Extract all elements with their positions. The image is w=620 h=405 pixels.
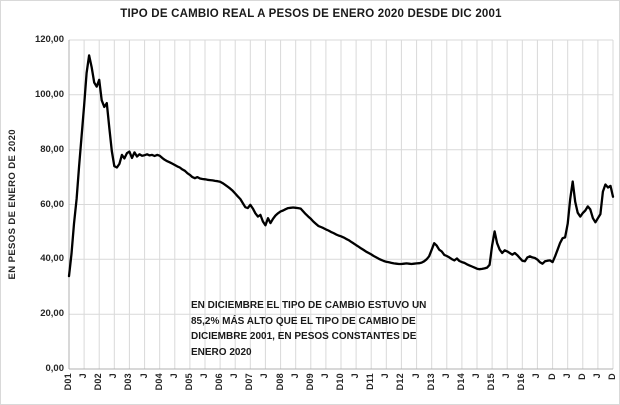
x-tick-label: J xyxy=(561,373,572,379)
x-tick-label: J xyxy=(591,373,602,379)
y-tick-label: 40,00 xyxy=(40,253,64,265)
chart-title: TIPO DE CAMBIO REAL A PESOS DE ENERO 202… xyxy=(120,8,502,20)
x-tick-label: D01 xyxy=(63,373,73,391)
x-tick-label: D03 xyxy=(123,373,134,391)
x-tick-label: J xyxy=(410,373,421,379)
x-tick-label: D06 xyxy=(214,373,225,391)
x-tick-label: J xyxy=(440,373,451,379)
x-tick-label: J xyxy=(380,373,391,379)
y-tick-label: 120,00 xyxy=(34,34,64,45)
x-tick-label: D05 xyxy=(183,373,194,391)
x-tick-label: D10 xyxy=(335,373,345,391)
y-tick-label: 0,00 xyxy=(45,363,65,374)
x-tick-label: D13 xyxy=(425,373,436,391)
x-tick-label: J xyxy=(471,373,481,379)
annotation-line: EN DICIEMBRE EL TIPO DE CAMBIO ESTUVO UN xyxy=(191,300,427,311)
x-tick-label: J xyxy=(78,373,89,379)
x-tick-label: D xyxy=(607,373,617,380)
x-tick-label: D02 xyxy=(93,373,104,391)
annotation-line: ENERO 2020 xyxy=(191,346,252,358)
annotation-text: EN DICIEMBRE EL TIPO DE CAMBIO ESTUVO UN… xyxy=(191,298,471,360)
x-tick-label: D15 xyxy=(486,373,497,391)
x-tick-label: J xyxy=(229,373,240,379)
x-tick-label: J xyxy=(108,373,119,379)
x-tick-label: D09 xyxy=(304,373,315,391)
y-tick-label: 100,00 xyxy=(34,88,64,100)
x-tick-label: D16 xyxy=(516,373,527,391)
x-tick-label: J xyxy=(168,373,179,379)
x-tick-label: J xyxy=(138,373,149,379)
x-tick-label: D xyxy=(546,373,557,380)
y-tick-label: 80,00 xyxy=(40,143,64,155)
x-tick-label: D07 xyxy=(244,373,255,391)
x-tick-label: J xyxy=(501,373,512,379)
annotation-line: 85,2% MÁS ALTO QUE EL TIPO DE CAMBIO DE xyxy=(191,315,416,327)
x-tick-label: D14 xyxy=(455,373,466,391)
x-tick-label: D xyxy=(576,373,587,380)
x-tick-label: D08 xyxy=(274,373,285,391)
x-tick-label: J xyxy=(350,373,361,379)
x-tick-label: D12 xyxy=(395,373,406,391)
x-tick-label: J xyxy=(319,373,330,379)
y-tick-label: 60,00 xyxy=(40,198,64,210)
x-tick-label: D04 xyxy=(153,373,164,391)
x-tick-label: D11 xyxy=(365,373,376,390)
y-tick-label: 20,00 xyxy=(40,308,64,320)
x-tick-label: J xyxy=(289,373,300,379)
x-tick-label: J xyxy=(259,373,270,379)
x-tick-label: J xyxy=(199,373,209,379)
annotation-line: DICIEMBRE 2001, EN PESOS CONSTANTES DE xyxy=(191,331,417,342)
series-line xyxy=(67,54,615,278)
x-tick-label: J xyxy=(531,373,542,379)
